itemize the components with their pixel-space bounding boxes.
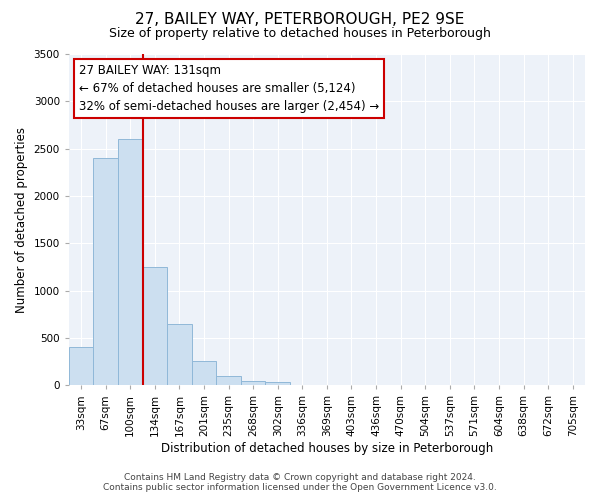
Bar (217, 376, 241, 386)
Bar (241, 380, 265, 386)
Bar (265, 382, 290, 386)
Text: 27 BAILEY WAY: 131sqm
← 67% of detached houses are smaller (5,124)
32% of semi-d: 27 BAILEY WAY: 131sqm ← 67% of detached … (79, 64, 379, 113)
Y-axis label: Number of detached properties: Number of detached properties (15, 126, 28, 312)
Bar (69, 348, 94, 386)
Text: Contains HM Land Registry data © Crown copyright and database right 2024.
Contai: Contains HM Land Registry data © Crown c… (103, 473, 497, 492)
X-axis label: Distribution of detached houses by size in Peterborough: Distribution of detached houses by size … (161, 442, 493, 455)
Text: Size of property relative to detached houses in Peterborough: Size of property relative to detached ho… (109, 26, 491, 40)
Bar (94, 158, 118, 386)
Text: 27, BAILEY WAY, PETERBOROUGH, PE2 9SE: 27, BAILEY WAY, PETERBOROUGH, PE2 9SE (136, 12, 464, 28)
Bar (118, 139, 143, 386)
Bar (192, 360, 217, 386)
Bar (143, 267, 167, 386)
Bar (167, 324, 192, 386)
